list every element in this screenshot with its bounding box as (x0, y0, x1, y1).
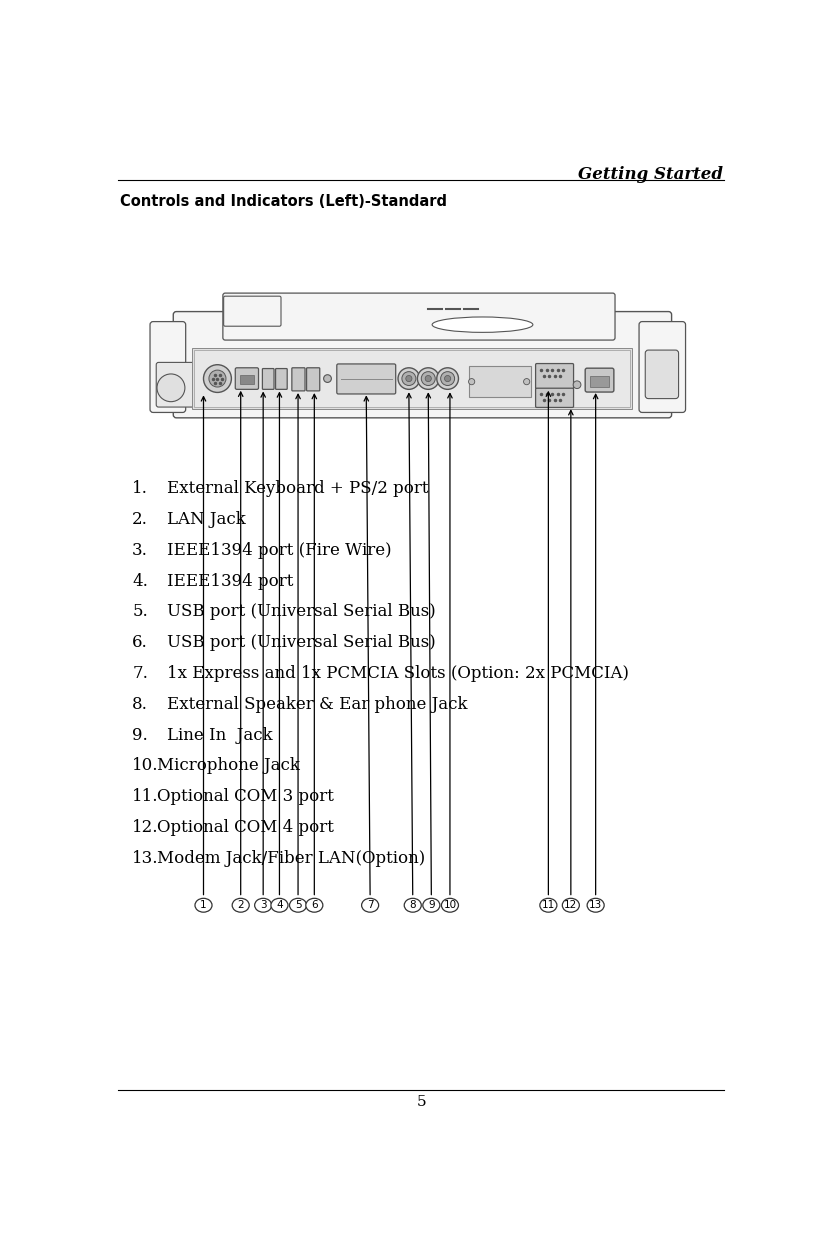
Ellipse shape (362, 898, 379, 912)
Text: 4.: 4. (132, 572, 148, 590)
Text: External Keyboard + PS/2 port: External Keyboard + PS/2 port (167, 480, 428, 497)
Text: Controls and Indicators (Left)-Standard: Controls and Indicators (Left)-Standard (120, 194, 447, 209)
Text: 8: 8 (409, 901, 416, 911)
Text: Microphone Jack: Microphone Jack (157, 757, 300, 774)
Text: 9.: 9. (132, 727, 148, 743)
Bar (192, 347, 632, 410)
Ellipse shape (232, 898, 249, 912)
Circle shape (209, 370, 226, 387)
Circle shape (441, 372, 455, 386)
Circle shape (157, 373, 185, 402)
Circle shape (524, 378, 529, 385)
Text: 7: 7 (367, 901, 373, 911)
FancyBboxPatch shape (292, 367, 305, 391)
Ellipse shape (255, 898, 272, 912)
Text: Line In  Jack: Line In Jack (167, 727, 273, 743)
Circle shape (402, 372, 416, 386)
FancyBboxPatch shape (262, 368, 274, 390)
Ellipse shape (289, 898, 307, 912)
Circle shape (418, 367, 439, 390)
Ellipse shape (404, 898, 421, 912)
Ellipse shape (306, 898, 323, 912)
Text: 11: 11 (542, 901, 555, 911)
FancyBboxPatch shape (639, 321, 686, 412)
Text: 6: 6 (311, 901, 317, 911)
Circle shape (445, 376, 450, 382)
Text: 2: 2 (238, 901, 244, 911)
Ellipse shape (441, 898, 459, 912)
Bar (240, 375, 254, 383)
Text: 5.: 5. (132, 603, 148, 621)
Ellipse shape (540, 898, 556, 912)
Circle shape (324, 375, 331, 382)
Text: 13: 13 (589, 901, 603, 911)
Text: USB port (Universal Serial Bus): USB port (Universal Serial Bus) (167, 634, 436, 651)
Bar (590, 376, 609, 387)
FancyBboxPatch shape (156, 362, 200, 407)
Text: 5: 5 (417, 1094, 426, 1109)
Ellipse shape (195, 898, 212, 912)
Text: 1: 1 (201, 901, 207, 911)
FancyBboxPatch shape (337, 363, 395, 393)
Text: Optional COM 4 port: Optional COM 4 port (157, 819, 334, 836)
Text: 12.: 12. (132, 819, 159, 836)
FancyBboxPatch shape (536, 388, 574, 407)
Text: 7.: 7. (132, 664, 148, 682)
Circle shape (573, 381, 581, 388)
Ellipse shape (587, 898, 604, 912)
Text: 13.: 13. (132, 849, 159, 867)
Circle shape (436, 367, 459, 390)
Text: IEEE1394 port: IEEE1394 port (167, 572, 293, 590)
FancyBboxPatch shape (645, 350, 679, 398)
Ellipse shape (562, 898, 580, 912)
Text: 12: 12 (564, 901, 578, 911)
Text: Modem Jack/Fiber LAN(Option): Modem Jack/Fiber LAN(Option) (157, 849, 425, 867)
Text: 2.: 2. (132, 511, 148, 528)
Ellipse shape (423, 898, 440, 912)
FancyBboxPatch shape (150, 321, 186, 412)
Text: 10: 10 (443, 901, 456, 911)
FancyBboxPatch shape (307, 367, 320, 391)
Text: 8.: 8. (132, 696, 148, 713)
FancyBboxPatch shape (536, 363, 574, 388)
Bar (194, 350, 630, 407)
Text: External Speaker & Ear phone Jack: External Speaker & Ear phone Jack (167, 696, 468, 713)
Text: 9: 9 (428, 901, 435, 911)
Text: Optional COM 3 port: Optional COM 3 port (157, 788, 334, 806)
Text: LAN Jack: LAN Jack (167, 511, 246, 528)
FancyBboxPatch shape (223, 294, 615, 340)
Ellipse shape (271, 898, 288, 912)
Text: 3.: 3. (132, 542, 148, 558)
Text: 10.: 10. (132, 757, 159, 774)
Text: 1.: 1. (132, 480, 148, 497)
Circle shape (421, 372, 435, 386)
FancyBboxPatch shape (173, 311, 672, 418)
Text: USB port (Universal Serial Bus): USB port (Universal Serial Bus) (167, 603, 436, 621)
Bar (469, 366, 530, 397)
Ellipse shape (432, 317, 533, 332)
FancyBboxPatch shape (275, 368, 287, 390)
Circle shape (469, 378, 475, 385)
Text: 1x Express and 1x PCMCIA Slots (Option: 2x PCMCIA): 1x Express and 1x PCMCIA Slots (Option: … (167, 664, 629, 682)
Text: 4: 4 (276, 901, 283, 911)
Circle shape (204, 365, 232, 392)
Text: 5: 5 (295, 901, 302, 911)
Circle shape (425, 376, 432, 382)
Text: 3: 3 (260, 901, 266, 911)
Text: Getting Started: Getting Started (578, 166, 723, 184)
Text: 6.: 6. (132, 634, 148, 651)
FancyBboxPatch shape (224, 296, 281, 326)
Circle shape (398, 367, 420, 390)
FancyBboxPatch shape (235, 367, 259, 390)
Text: IEEE1394 port (Fire Wire): IEEE1394 port (Fire Wire) (167, 542, 392, 558)
Circle shape (406, 376, 412, 382)
Text: 11.: 11. (132, 788, 159, 806)
FancyBboxPatch shape (585, 368, 614, 392)
